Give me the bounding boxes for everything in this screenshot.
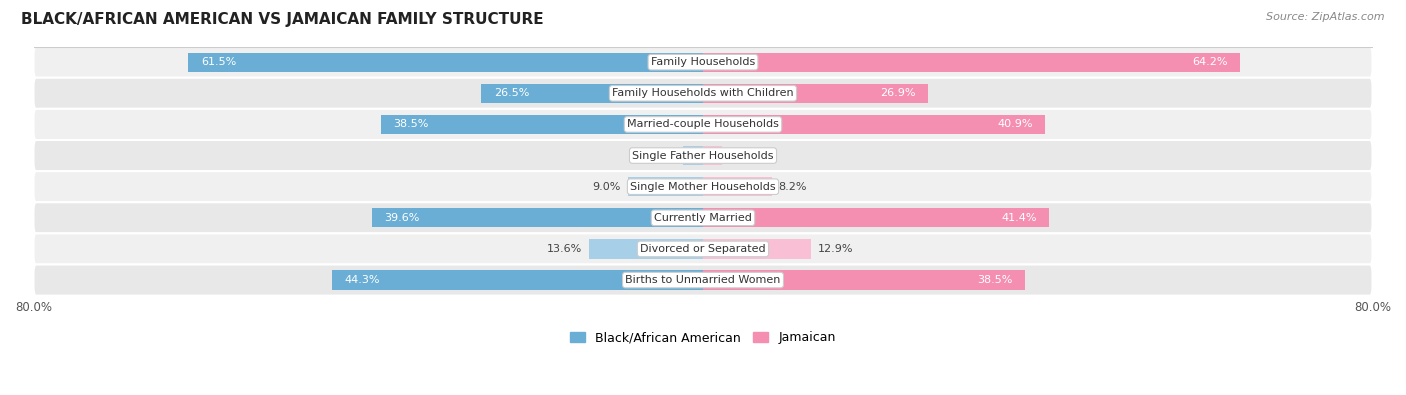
- Text: 26.5%: 26.5%: [494, 88, 529, 98]
- Bar: [703, 84, 928, 103]
- Bar: [589, 239, 703, 259]
- FancyBboxPatch shape: [34, 47, 1372, 78]
- Text: Currently Married: Currently Married: [654, 213, 752, 223]
- Text: Family Households: Family Households: [651, 57, 755, 67]
- Bar: [371, 208, 703, 228]
- Bar: [481, 84, 703, 103]
- Text: 64.2%: 64.2%: [1192, 57, 1227, 67]
- Bar: [703, 115, 1045, 134]
- Text: 44.3%: 44.3%: [344, 275, 380, 285]
- Text: 26.9%: 26.9%: [880, 88, 915, 98]
- Text: 38.5%: 38.5%: [394, 119, 429, 130]
- Bar: [703, 53, 1240, 72]
- Bar: [683, 146, 703, 165]
- Bar: [703, 208, 1049, 228]
- Bar: [332, 271, 703, 290]
- Bar: [703, 271, 1025, 290]
- Text: Births to Unmarried Women: Births to Unmarried Women: [626, 275, 780, 285]
- Bar: [381, 115, 703, 134]
- FancyBboxPatch shape: [34, 202, 1372, 233]
- Text: 39.6%: 39.6%: [384, 213, 419, 223]
- Bar: [627, 177, 703, 196]
- FancyBboxPatch shape: [34, 109, 1372, 140]
- Bar: [703, 177, 772, 196]
- Text: Single Father Households: Single Father Households: [633, 150, 773, 160]
- Text: 2.4%: 2.4%: [648, 150, 676, 160]
- Bar: [703, 146, 723, 165]
- FancyBboxPatch shape: [34, 78, 1372, 109]
- Text: Single Mother Households: Single Mother Households: [630, 182, 776, 192]
- Text: 12.9%: 12.9%: [818, 244, 853, 254]
- Bar: [188, 53, 703, 72]
- Text: 13.6%: 13.6%: [547, 244, 582, 254]
- Text: Married-couple Households: Married-couple Households: [627, 119, 779, 130]
- Text: BLACK/AFRICAN AMERICAN VS JAMAICAN FAMILY STRUCTURE: BLACK/AFRICAN AMERICAN VS JAMAICAN FAMIL…: [21, 12, 544, 27]
- Legend: Black/African American, Jamaican: Black/African American, Jamaican: [571, 331, 835, 344]
- Text: 40.9%: 40.9%: [997, 119, 1033, 130]
- Text: 8.2%: 8.2%: [779, 182, 807, 192]
- Text: 41.4%: 41.4%: [1001, 213, 1036, 223]
- Text: Source: ZipAtlas.com: Source: ZipAtlas.com: [1267, 12, 1385, 22]
- Text: Family Households with Children: Family Households with Children: [612, 88, 794, 98]
- Bar: [703, 239, 811, 259]
- Text: 38.5%: 38.5%: [977, 275, 1012, 285]
- Text: 2.3%: 2.3%: [728, 150, 758, 160]
- FancyBboxPatch shape: [34, 140, 1372, 171]
- Text: 9.0%: 9.0%: [592, 182, 621, 192]
- FancyBboxPatch shape: [34, 265, 1372, 295]
- FancyBboxPatch shape: [34, 233, 1372, 265]
- FancyBboxPatch shape: [34, 171, 1372, 202]
- Text: Divorced or Separated: Divorced or Separated: [640, 244, 766, 254]
- Text: 61.5%: 61.5%: [201, 57, 236, 67]
